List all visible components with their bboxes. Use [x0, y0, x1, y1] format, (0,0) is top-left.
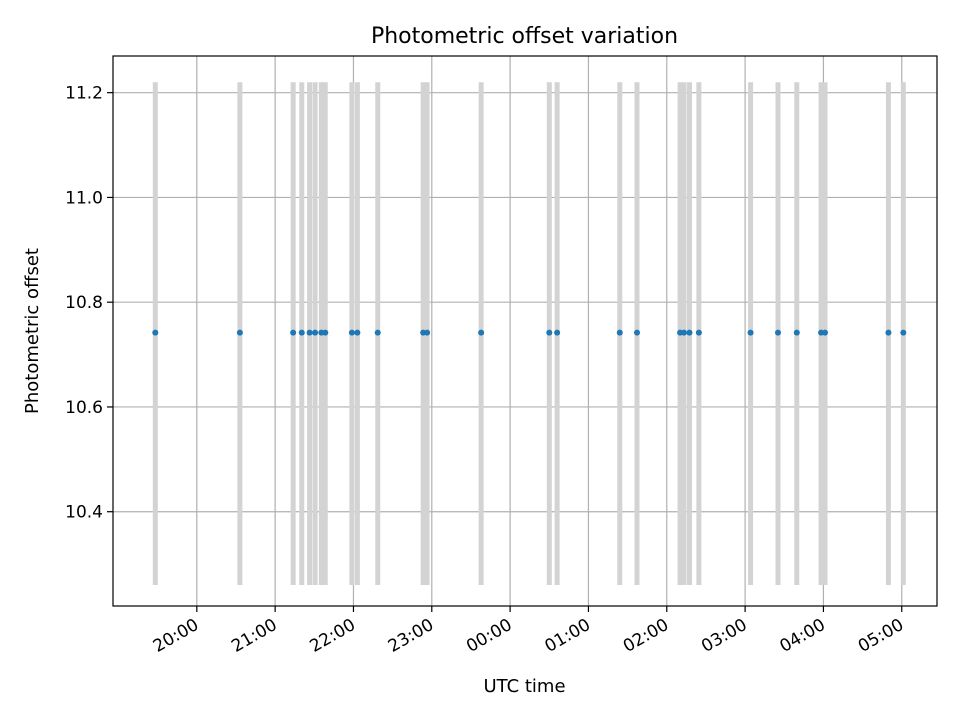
data-point	[478, 329, 485, 336]
data-point	[424, 329, 431, 336]
data-point	[348, 329, 355, 336]
data-point	[747, 329, 754, 336]
data-point	[354, 329, 361, 336]
data-points	[152, 329, 907, 336]
y-tick-label: 11.0	[65, 188, 103, 208]
data-point	[306, 329, 313, 336]
data-point	[774, 329, 781, 336]
data-point	[793, 329, 800, 336]
data-point	[374, 329, 381, 336]
data-point	[616, 329, 623, 336]
data-point	[885, 329, 892, 336]
data-point	[900, 329, 907, 336]
data-point	[554, 329, 561, 336]
data-point	[236, 329, 243, 336]
y-tick-label: 10.4	[65, 503, 103, 523]
chart-title: Photometric offset variation	[371, 24, 678, 49]
data-point	[322, 329, 329, 336]
y-axis-label: Photometric offset	[22, 248, 43, 414]
plot-frame	[112, 55, 938, 607]
y-tick-label: 10.8	[65, 293, 103, 313]
data-point	[290, 329, 297, 336]
data-point	[298, 329, 305, 336]
x-axis-label: UTC time	[483, 676, 565, 697]
y-axis-ticks: 10.4 10.6 10.8 11.0 11.2	[65, 84, 113, 523]
y-tick-label: 11.2	[65, 84, 103, 104]
data-point	[686, 329, 693, 336]
data-point	[634, 329, 641, 336]
data-point	[681, 329, 688, 336]
data-point	[821, 329, 828, 336]
data-point	[695, 329, 702, 336]
data-point	[152, 329, 159, 336]
y-tick-label: 10.6	[65, 398, 103, 418]
data-point	[312, 329, 319, 336]
data-point	[546, 329, 553, 336]
